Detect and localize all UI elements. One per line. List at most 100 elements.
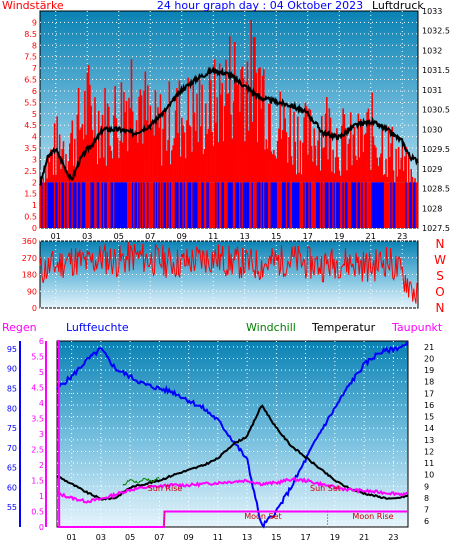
wind-direction-bar	[106, 182, 109, 228]
wind-gust-bar	[123, 91, 125, 183]
wind-gust-bar	[380, 153, 382, 183]
wind-gust-bar	[360, 118, 362, 183]
wind-gust-bar	[270, 151, 273, 183]
wind-gust-bar	[375, 147, 377, 183]
wind-direction-bar	[183, 182, 186, 228]
wind-gust-bar	[119, 140, 121, 183]
wind-direction-bar	[55, 182, 57, 228]
hour-tick-label: 21	[366, 232, 376, 241]
wind-tick-label: 7.5	[24, 53, 37, 62]
wind-direction-bar	[101, 182, 104, 228]
wind-gust-bar	[266, 148, 269, 183]
wind-gust-bar	[323, 147, 326, 183]
wind-gust-bar	[307, 154, 309, 183]
wind-direction-bar	[286, 182, 289, 228]
wind-gust-bar	[129, 108, 132, 183]
wind-gust-bar	[140, 95, 143, 183]
wind-tick-label: 3	[32, 155, 37, 164]
wind-direction-bar	[265, 182, 268, 228]
wind-direction-bar	[57, 182, 60, 228]
wind-gust-bar	[147, 85, 149, 183]
wind-tick-label: 1.5	[24, 190, 37, 199]
wind-gust-bar	[80, 127, 82, 183]
wind-direction-bar	[406, 182, 409, 228]
wind-gust-bar	[138, 96, 140, 183]
wind-gust-bar	[113, 115, 115, 183]
wind-gust-bar	[312, 161, 314, 183]
hour-tick-label: 09	[184, 533, 194, 542]
wind-gust-bar	[118, 158, 120, 183]
wind-direction-bar	[68, 182, 71, 228]
wind-gust-bar	[257, 68, 260, 183]
wind-direction-bar	[143, 182, 145, 228]
wind-gust-bar	[338, 170, 341, 183]
wind-tick-label: 2	[32, 178, 37, 187]
pressure-tick-label: 1033	[422, 7, 442, 16]
wind-gust-bar	[202, 154, 205, 183]
pressure-axis-label: Luftdruck	[372, 0, 424, 12]
chart-title: 24 hour graph day : 04 Oktober 2023	[157, 0, 363, 12]
direction-tick-label: 90	[27, 287, 37, 296]
wind-direction-bar	[382, 182, 385, 228]
wind-direction-bar	[123, 182, 125, 228]
wind-direction-bar	[372, 182, 375, 228]
wind-gust-bar	[273, 149, 275, 183]
wind-gust-bar	[319, 170, 322, 183]
compass-label: N	[436, 301, 445, 315]
wind-direction-bar	[186, 182, 188, 228]
wind-direction-bar	[128, 182, 130, 228]
temperature-tick-label: 19	[424, 366, 434, 375]
wind-gust-bar	[198, 78, 201, 183]
wind-direction-bar	[223, 182, 226, 228]
wind-direction-bar	[256, 182, 259, 228]
wind-gust-bar	[108, 106, 110, 183]
wind-gust-bar	[74, 138, 76, 183]
wind-direction-bar	[293, 182, 295, 228]
wind-gust-bar	[341, 125, 343, 183]
wind-direction-bar	[368, 182, 371, 228]
wind-direction-bar	[203, 182, 206, 228]
wind-gust-bar	[126, 151, 129, 183]
wind-direction-bar	[307, 182, 309, 228]
wind-gust-bar	[104, 87, 106, 183]
hour-tick-label: 17	[301, 533, 311, 542]
wind-gust-bar	[178, 80, 181, 183]
wind-gust-bar	[247, 130, 250, 183]
humidity-tick-label: 60	[7, 483, 17, 492]
wind-direction-bar	[196, 182, 198, 228]
compass-label: S	[436, 269, 444, 283]
direction-tick-label: 270	[22, 254, 37, 263]
wind-direction-bar	[381, 182, 384, 228]
temperature-tick-label: 7	[424, 506, 429, 515]
wind-tick-label: 0.5	[24, 213, 37, 222]
wind-gust-bar	[99, 158, 101, 183]
wind-gust-bar	[50, 149, 52, 183]
wind-direction-bar	[70, 182, 72, 228]
dewpoint-label: Taupunkt	[391, 321, 443, 334]
wind-direction-bar	[85, 182, 87, 228]
wind-gust-bar	[187, 77, 189, 183]
wind-gust-bar	[192, 82, 195, 183]
wind-direction-bar	[376, 182, 378, 228]
wind-direction-bar	[84, 182, 86, 228]
wind-direction-bar	[67, 182, 70, 228]
wind-gust-bar	[261, 75, 264, 183]
wind-direction-bar	[100, 182, 103, 228]
wind-tick-label: 3.5	[24, 144, 37, 153]
wind-direction-bar	[56, 182, 58, 228]
wind-gust-bar	[372, 136, 375, 183]
temperature-tick-label: 8	[424, 494, 429, 503]
wind-gust-bar	[309, 109, 312, 183]
temperature-tick-label: 9	[424, 482, 429, 491]
wind-gust-bar	[92, 141, 95, 183]
wind-gust-bar	[181, 117, 183, 183]
wind-direction-bar	[357, 182, 360, 228]
rain-line	[57, 340, 408, 528]
wind-gust-bar	[124, 112, 126, 183]
wind-gust-bar	[79, 130, 81, 183]
wind-direction-bar	[342, 182, 344, 228]
wind-direction-bar	[168, 182, 171, 228]
wind-gust-bar	[358, 157, 361, 183]
wind-gust-bar	[164, 109, 167, 183]
wind-tick-label: 0	[32, 224, 37, 233]
